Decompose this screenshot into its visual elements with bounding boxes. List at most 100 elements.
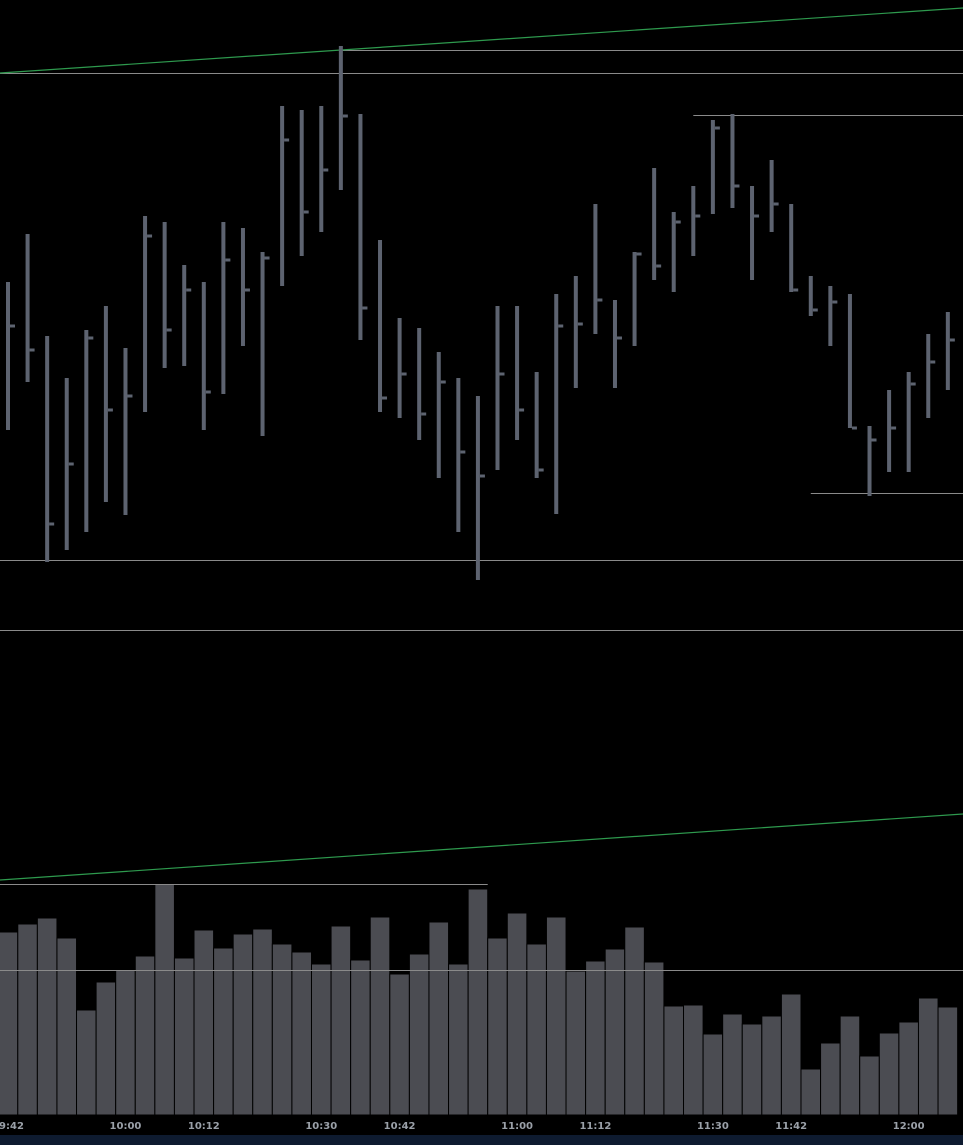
ohlc-range <box>240 228 245 346</box>
ohlc-close <box>186 288 192 292</box>
ohlc-close <box>440 380 446 384</box>
ohlc-close <box>812 308 818 312</box>
ohlc-close <box>832 300 838 304</box>
volume-bar <box>624 926 645 1116</box>
ohlc-range <box>299 110 304 256</box>
volume-bar <box>76 1009 97 1116</box>
volume-bar <box>95 981 117 1116</box>
volume-bar <box>134 955 156 1116</box>
ohlc-range <box>632 252 637 346</box>
ohlc-range <box>847 294 852 428</box>
volume-bar <box>310 963 332 1116</box>
volume-bar <box>56 937 78 1116</box>
ohlc-range <box>25 234 30 382</box>
ohlc-close <box>734 184 740 188</box>
trend-line <box>0 813 963 881</box>
volume-bar <box>604 948 626 1116</box>
volume-bar <box>350 959 371 1116</box>
ohlc-range <box>612 300 617 388</box>
ohlc-range <box>475 396 480 580</box>
ohlc-range <box>515 306 520 440</box>
volume-bar <box>741 1023 763 1116</box>
volume-bar <box>291 951 312 1116</box>
volume-bar <box>839 1015 861 1116</box>
ohlc-range <box>750 186 755 280</box>
x-tick-label: 11:00 <box>501 1121 533 1132</box>
ohlc-close <box>597 298 603 302</box>
volume-bar <box>859 1055 880 1116</box>
ohlc-range <box>906 372 911 472</box>
ohlc-range <box>123 348 128 515</box>
volume-bar <box>761 1015 782 1116</box>
volume-bar <box>369 916 391 1116</box>
volume-bar <box>898 1021 919 1116</box>
ohlc-range <box>6 282 10 430</box>
volume-bar <box>213 947 234 1116</box>
ohlc-close <box>264 256 270 260</box>
ohlc-close <box>342 114 348 118</box>
volume-bar <box>389 973 410 1116</box>
ohlc-range <box>64 378 69 550</box>
ohlc-close <box>714 126 720 130</box>
ohlc-range <box>730 114 735 208</box>
volume-bar <box>36 917 58 1116</box>
ohlc-close <box>49 522 55 526</box>
ohlc-range <box>593 204 598 334</box>
volume-bar <box>173 957 195 1116</box>
ohlc-close <box>949 338 955 342</box>
volume-bar <box>820 1042 841 1116</box>
ohlc-range <box>789 204 794 292</box>
ohlc-close <box>401 372 407 376</box>
ohlc-range <box>358 114 363 340</box>
volume-bar <box>506 912 528 1116</box>
volume-bar <box>917 997 939 1116</box>
ohlc-range <box>534 372 539 478</box>
volume-bar <box>330 925 352 1116</box>
volume-bar <box>428 921 450 1116</box>
volume-bar <box>408 953 430 1116</box>
volume-bar <box>722 1013 743 1116</box>
volume-bar <box>154 883 175 1116</box>
ohlc-close <box>675 220 681 224</box>
volume-bar <box>271 943 293 1116</box>
ohlc-range <box>280 106 285 286</box>
ohlc-close <box>656 264 662 268</box>
ohlc-close <box>10 324 15 328</box>
ohlc-range <box>887 390 892 472</box>
ohlc-range <box>84 330 89 532</box>
volume-bar <box>663 1005 685 1116</box>
ohlc-range <box>926 334 931 418</box>
ohlc-range <box>691 186 696 256</box>
volume-bar <box>702 1033 724 1116</box>
ohlc-range <box>945 312 950 390</box>
ohlc-close <box>519 408 525 412</box>
ohlc-close <box>68 462 74 466</box>
volume-bar <box>643 961 665 1116</box>
volume-bar <box>565 970 587 1116</box>
ohlc-close <box>577 322 583 326</box>
x-tick-label: 10:30 <box>305 1121 337 1132</box>
volume-bar <box>115 969 136 1116</box>
ohlc-range <box>573 276 578 388</box>
ohlc-range <box>495 306 500 470</box>
ohlc-range <box>260 252 265 436</box>
ohlc-range <box>769 160 774 232</box>
ohlc-close <box>147 234 153 238</box>
ohlc-range <box>808 276 813 316</box>
volume-bar <box>487 937 508 1116</box>
ohlc-close <box>499 372 505 376</box>
volume-bar <box>878 1032 900 1116</box>
x-tick-label: 10:12 <box>188 1121 220 1132</box>
ohlc-close <box>323 168 329 172</box>
ohlc-close <box>616 336 622 340</box>
ohlc-close <box>695 214 701 218</box>
ohlc-close <box>205 390 211 394</box>
ohlc-range <box>45 336 50 562</box>
x-tick-label: 10:00 <box>110 1121 142 1132</box>
ohlc-close <box>479 474 485 478</box>
ohlc-range <box>397 318 402 418</box>
volume-bar <box>800 1068 822 1116</box>
ohlc-close <box>166 328 172 332</box>
ohlc-close <box>793 288 799 292</box>
ohlc-close <box>891 426 897 430</box>
